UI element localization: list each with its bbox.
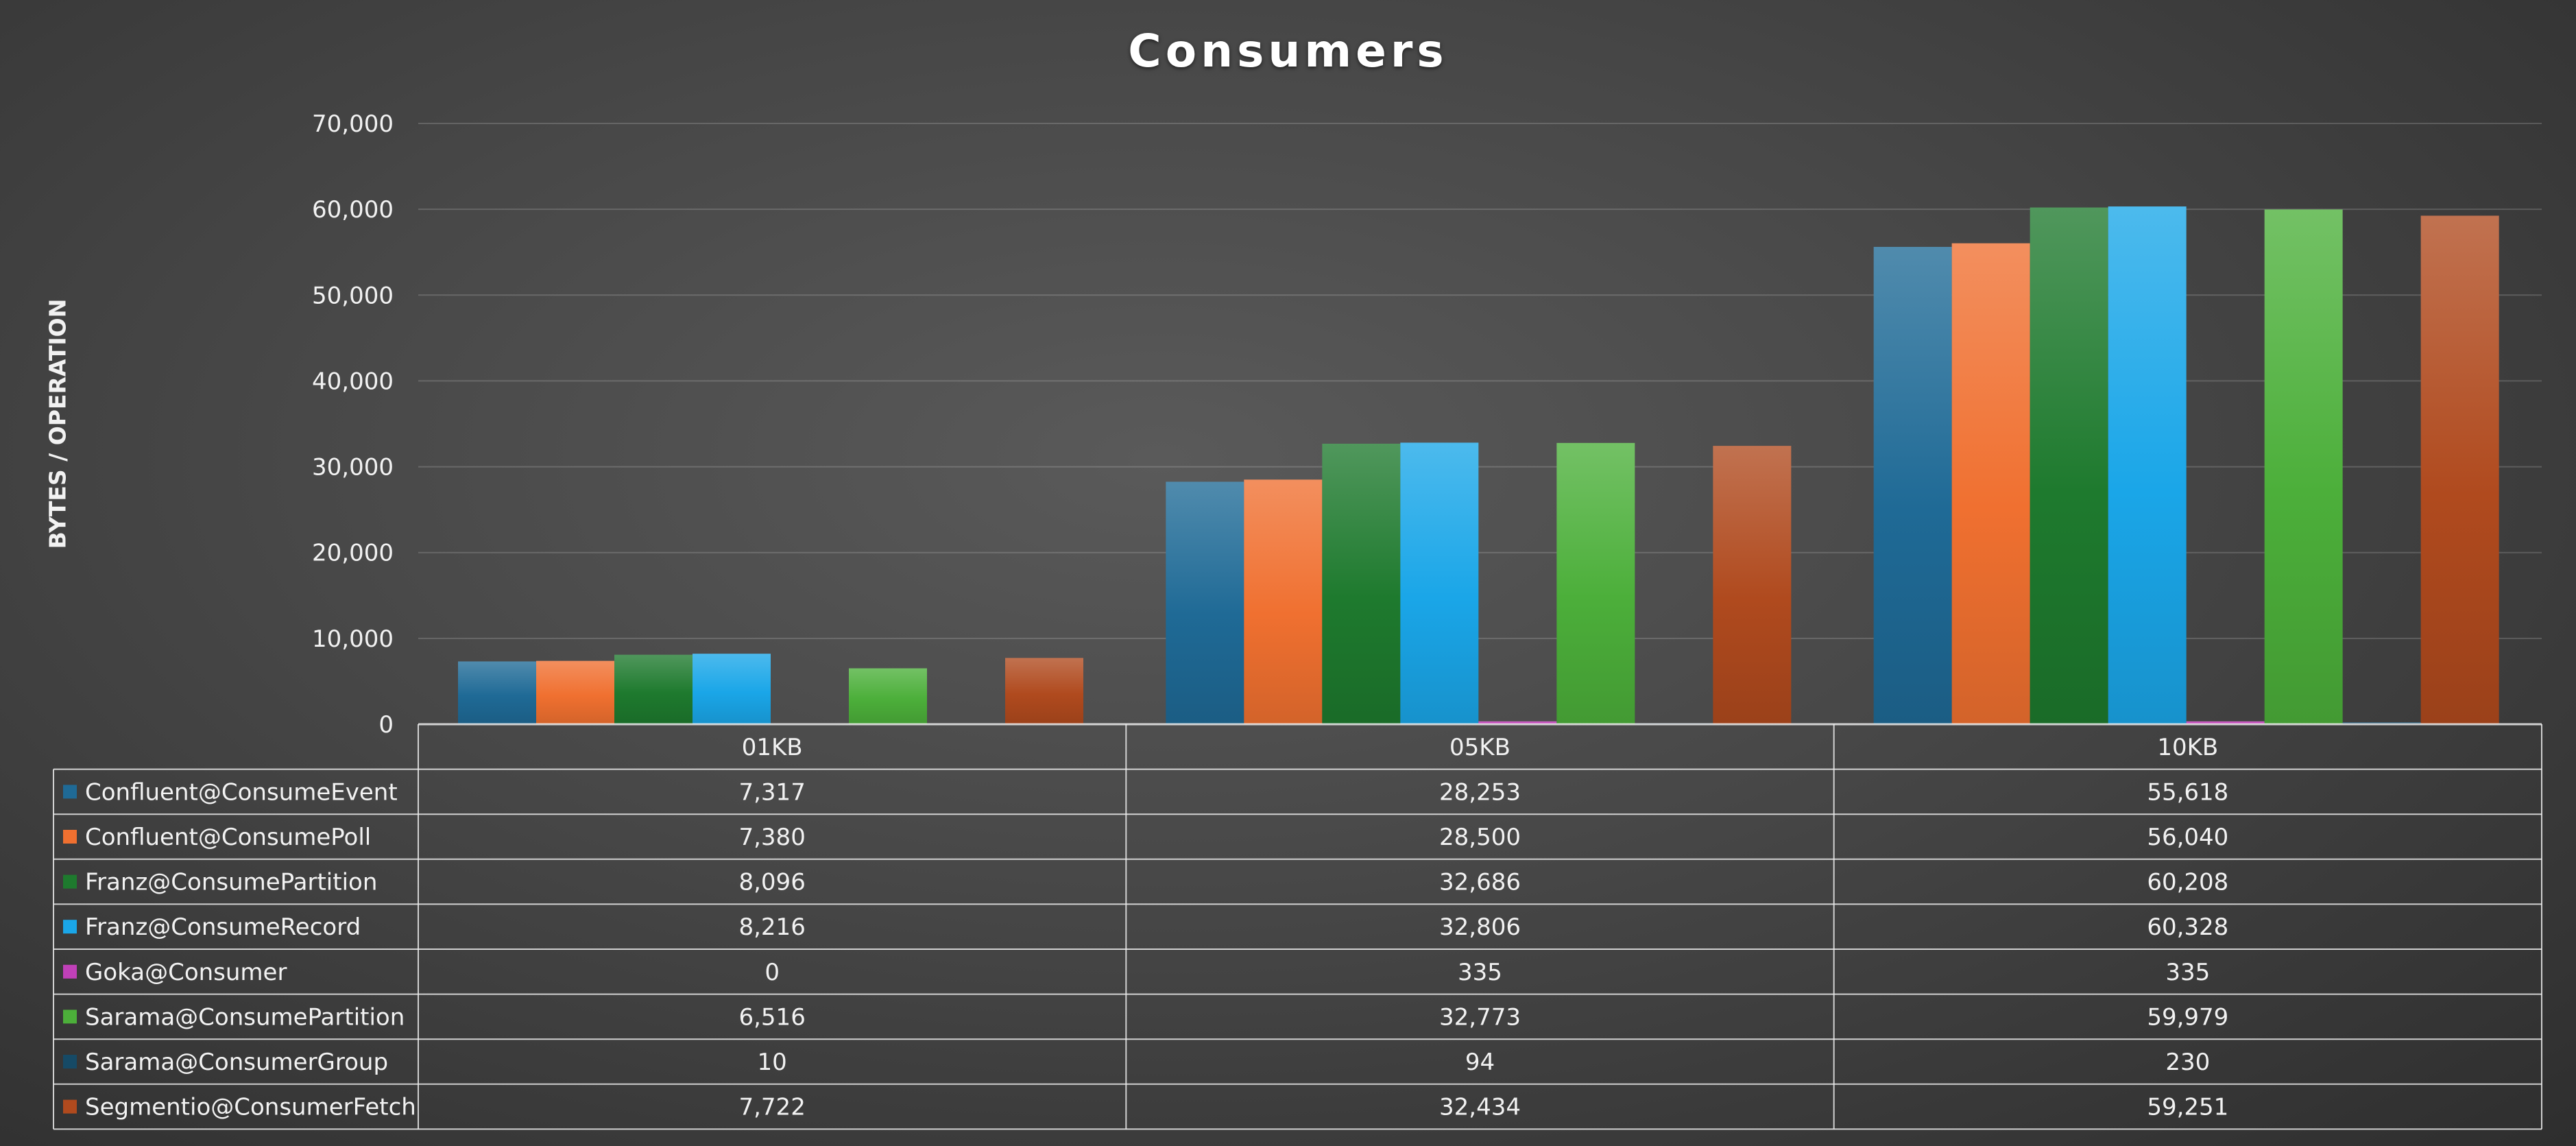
- bar-segmentio-consumerfetch-01kb: [1005, 658, 1083, 724]
- bars: [458, 206, 2499, 725]
- legend-swatch: [63, 785, 77, 799]
- data-label: 59,979: [2147, 1003, 2228, 1031]
- bar-segmentio-consumerfetch-05kb: [1713, 446, 1792, 724]
- legend-swatch: [63, 1099, 77, 1114]
- data-label: 32,773: [1439, 1003, 1521, 1031]
- bar-segmentio-consumerfetch-10kb: [2420, 215, 2499, 724]
- chart-title: Consumers: [1128, 25, 1448, 77]
- legend-label: Sarama@ConsumePartition: [85, 1003, 405, 1031]
- bar-confluent-consumeevent-05kb: [1166, 481, 1244, 724]
- bar-sarama-consumepartition-05kb: [1556, 442, 1635, 724]
- bar-confluent-consumepoll-05kb: [1244, 479, 1323, 724]
- bar-confluent-consumepoll-10kb: [1951, 243, 2030, 724]
- data-label: 60,208: [2147, 869, 2228, 896]
- data-label: 10: [758, 1049, 787, 1076]
- legend-swatch: [63, 1010, 77, 1024]
- data-label: 28,253: [1439, 778, 1521, 806]
- data-label: 7,722: [738, 1094, 805, 1121]
- data-label: 0: [765, 959, 780, 986]
- data-label: 32,806: [1439, 914, 1521, 941]
- bar-confluent-consumeevent-10kb: [1873, 246, 1952, 724]
- data-label: 55,618: [2147, 778, 2228, 806]
- y-tick-label: 0: [378, 711, 394, 739]
- legend-label: Segmentio@ConsumerFetch: [85, 1094, 416, 1121]
- x-tick-label: 01KB: [742, 734, 803, 761]
- data-label: 335: [1458, 959, 1502, 986]
- data-label: 59,251: [2147, 1094, 2228, 1121]
- x-tick-label: 05KB: [1449, 734, 1510, 761]
- data-label: 6,516: [738, 1003, 805, 1031]
- y-tick-label: 20,000: [312, 540, 394, 567]
- legend-label: Goka@Consumer: [85, 959, 287, 986]
- data-label: 230: [2165, 1049, 2210, 1076]
- data-label: 335: [2165, 959, 2210, 986]
- data-label: 32,434: [1439, 1094, 1521, 1121]
- legend-swatch: [63, 964, 77, 979]
- data-label: 7,380: [738, 824, 805, 851]
- legend-swatch: [63, 1055, 77, 1069]
- bar-sarama-consumepartition-10kb: [2264, 209, 2343, 725]
- data-label: 7,317: [738, 778, 805, 806]
- gridlines: 0 10,000 20,000 30,000 40,000 50,000 60,000 70,…: [312, 110, 2542, 739]
- y-tick-label: 60,000: [312, 196, 394, 224]
- y-tick-label: 40,000: [312, 368, 394, 395]
- data-label: 94: [1465, 1049, 1495, 1076]
- data-label: 8,216: [738, 914, 805, 941]
- bar-franz-consumepartition-10kb: [2030, 207, 2108, 724]
- legend-label: Franz@ConsumePartition: [85, 869, 377, 896]
- x-tick-label: 10KB: [2157, 734, 2218, 761]
- bar-franz-consumerecord-05kb: [1400, 442, 1479, 724]
- bar-goka-consumer-10kb: [2186, 721, 2265, 724]
- data-label: 28,500: [1439, 824, 1521, 851]
- legend-label: Sarama@ConsumerGroup: [85, 1049, 388, 1076]
- legend-label: Confluent@ConsumePoll: [85, 824, 371, 851]
- bar-franz-consumepartition-01kb: [614, 654, 693, 724]
- bar-confluent-consumeevent-01kb: [458, 661, 536, 724]
- bar-sarama-consumepartition-01kb: [849, 668, 927, 724]
- bar-franz-consumepartition-05kb: [1322, 443, 1401, 724]
- data-label: 56,040: [2147, 824, 2228, 851]
- legend-label: Franz@ConsumeRecord: [85, 914, 361, 941]
- bar-franz-consumerecord-01kb: [693, 654, 771, 724]
- y-tick-label: 50,000: [312, 282, 394, 309]
- y-tick-label: 10,000: [312, 625, 394, 653]
- legend-swatch: [63, 920, 77, 934]
- y-tick-label: 30,000: [312, 454, 394, 481]
- data-table: 01KB 05KB 10KB Confluent@ConsumeEvent 7,317 2…: [53, 723, 2542, 1130]
- bar-goka-consumer-05kb: [1478, 721, 1557, 724]
- legend-swatch: [63, 830, 77, 844]
- legend-label: Confluent@ConsumeEvent: [85, 778, 398, 806]
- data-label: 8,096: [738, 869, 805, 896]
- bar-franz-consumerecord-10kb: [2108, 206, 2187, 724]
- data-label: 60,328: [2147, 914, 2228, 941]
- bar-confluent-consumepoll-01kb: [536, 660, 614, 724]
- y-tick-label: 70,000: [312, 110, 394, 138]
- data-label: 32,686: [1439, 869, 1521, 896]
- legend-swatch: [63, 874, 77, 889]
